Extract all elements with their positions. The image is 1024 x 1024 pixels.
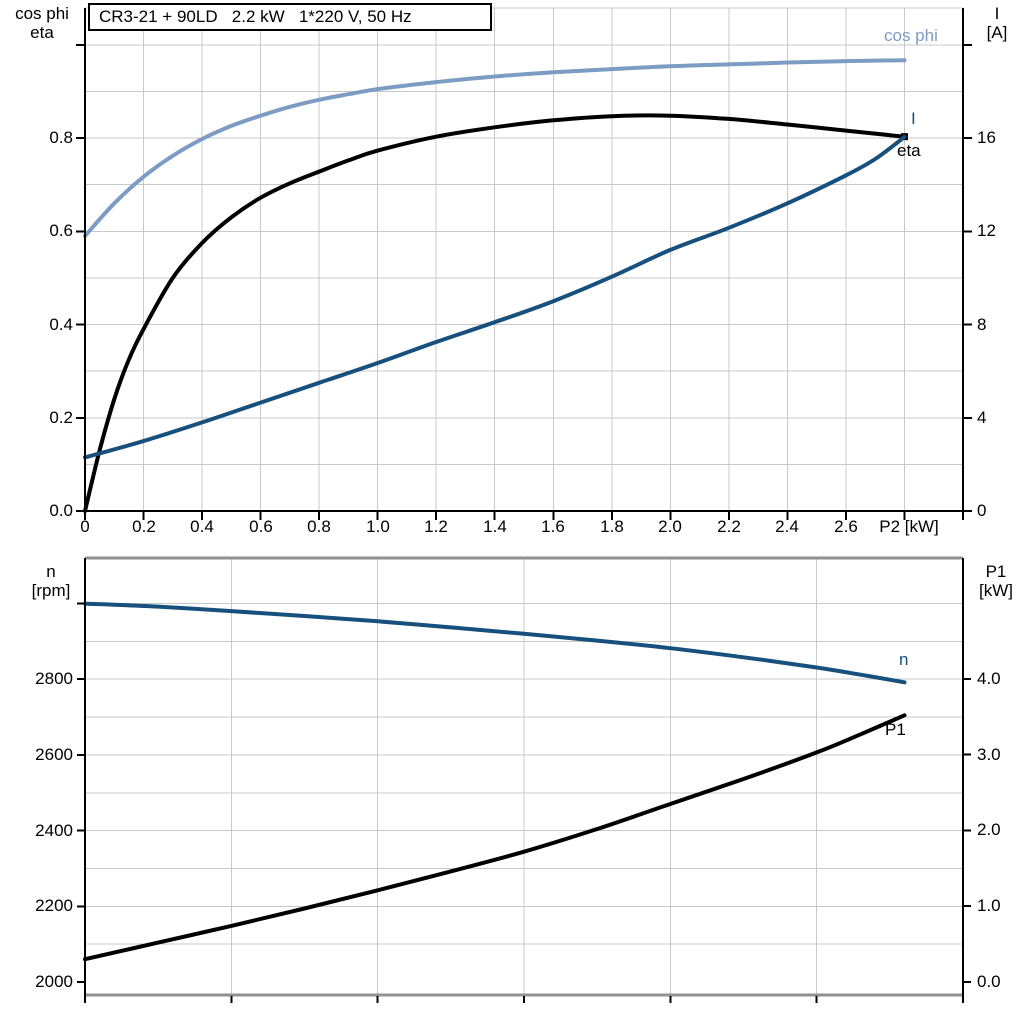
- tick-label-left: 0.4: [49, 315, 73, 334]
- left-axis-title: cos phi: [15, 4, 69, 23]
- chart-title-box: CR3-21 + 90LD 2.2 kW 1*220 V, 50 Hz: [88, 3, 492, 31]
- tick-label-right: 4: [977, 408, 987, 427]
- tick-label-left: 2400: [35, 821, 73, 840]
- tick-label-right: 1.0: [977, 896, 1001, 915]
- tick-label-x: 2.0: [658, 517, 682, 536]
- tick-label-left: 2000: [35, 972, 73, 991]
- left-axis-title: [rpm]: [31, 581, 71, 600]
- tick-label-right: 0: [977, 501, 987, 520]
- x-axis-label: P2 [kW]: [879, 517, 939, 536]
- right-axis-title: I: [994, 4, 1000, 23]
- tick-label-x: 1.0: [366, 517, 390, 536]
- tick-label-right: 8: [977, 315, 987, 334]
- tick-label-left: 2200: [35, 896, 73, 915]
- curve-label-eta: eta: [897, 141, 921, 160]
- tick-label-x: 2.4: [775, 517, 799, 536]
- tick-label-x: 2.6: [834, 517, 858, 536]
- tick-label-right: 0.0: [977, 972, 1001, 991]
- left-axis-title: eta: [30, 23, 54, 42]
- curve-n: [83, 601, 907, 685]
- curve-eta: [83, 113, 907, 513]
- tick-label-left: 0.0: [49, 501, 73, 520]
- right-axis-title: [kW]: [979, 581, 1013, 600]
- curve-label-I: I: [911, 109, 916, 128]
- right-axis-title: P1: [985, 562, 1007, 581]
- tick-label-x: 1.2: [424, 517, 448, 536]
- tick-label-x: 0.4: [190, 517, 214, 536]
- tick-label-right: 4.0: [977, 669, 1001, 688]
- curve-label-cos-phi: cos phi: [884, 26, 938, 45]
- tick-label-right: 2.0: [977, 820, 1001, 839]
- curve-label-n: n: [899, 650, 909, 669]
- tick-label-x: 1.4: [483, 517, 507, 536]
- curve-cos-phi: [83, 58, 907, 238]
- tick-label-right: 16: [977, 128, 996, 147]
- curve-P1: [83, 713, 907, 962]
- tick-label-left: 0.6: [49, 221, 73, 240]
- curve-label-P1: P1: [885, 720, 906, 739]
- tick-label-left: 0.8: [49, 128, 73, 147]
- tick-label-right: 3.0: [977, 745, 1001, 764]
- right-axis-title: [A]: [986, 23, 1008, 42]
- chart-title: CR3-21 + 90LD 2.2 kW 1*220 V, 50 Hz: [99, 7, 412, 26]
- tick-label-x: 1.8: [600, 517, 624, 536]
- tick-label-left: 2600: [35, 745, 73, 764]
- tick-label-x: 0.8: [307, 517, 331, 536]
- curve-I: [83, 134, 907, 460]
- tick-label-x: 2.2: [717, 517, 741, 536]
- tick-label-right: 12: [977, 221, 996, 240]
- tick-label-x: 0.6: [249, 517, 273, 536]
- tick-label-left: 2800: [35, 669, 73, 688]
- left-axis-title: n: [46, 562, 56, 581]
- tick-label-left: 0.2: [49, 408, 73, 427]
- tick-label-x: 1.6: [541, 517, 565, 536]
- tick-label-x: 0: [80, 517, 90, 536]
- tick-label-x: 0.2: [132, 517, 156, 536]
